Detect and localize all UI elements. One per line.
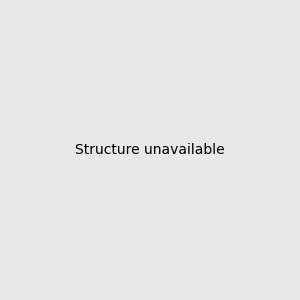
Text: Structure unavailable: Structure unavailable — [75, 143, 225, 157]
